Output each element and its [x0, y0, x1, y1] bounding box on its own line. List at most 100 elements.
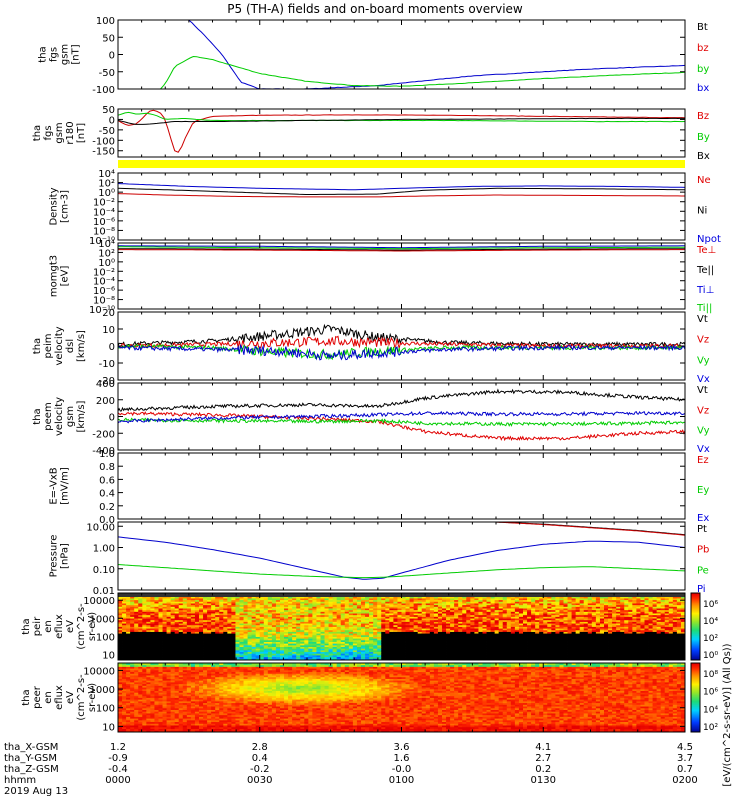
y-axis-label: tha	[32, 408, 43, 424]
legend-Bx: Bx	[697, 151, 710, 162]
panel-peim_velocity_dsl: 20 10 0 -10 -20 tha peim velocity dsl [km/s] Vt Vz V…	[32, 308, 710, 387]
orbit-tick-value: 1.6	[394, 753, 410, 764]
y-axis-label: sr-eV)	[87, 612, 98, 641]
y-tick-label: 10000	[83, 596, 115, 607]
y-tick-label: -50	[99, 126, 115, 137]
y-tick-label: 0.01	[93, 586, 115, 597]
orbit-tick-value: 1.2	[110, 742, 126, 753]
y-axis-label: (cm^2-s-	[76, 674, 87, 721]
y-axis-label: gsm	[60, 44, 71, 65]
y-tick-label: 20	[102, 308, 115, 319]
y-axis-label: [cm-3]	[60, 190, 71, 223]
orbit-tick-value: 0200	[672, 775, 697, 786]
legend-By: By	[697, 132, 710, 143]
legend-bz: bz	[697, 43, 709, 54]
y-tick-label: 0	[109, 51, 115, 62]
legend-Te⊥: Te⊥	[696, 245, 716, 256]
legend-Vt: Vt	[697, 314, 708, 325]
orbit-row-label: tha_X-GSM	[4, 742, 58, 753]
y-tick-label: 10	[102, 651, 115, 662]
legend-Pt: Pt	[697, 524, 707, 535]
legend-bx: bx	[697, 83, 709, 94]
series-Vy	[117, 343, 686, 361]
legend-Vy: Vy	[697, 355, 710, 366]
y-tick-label: 0	[109, 115, 115, 126]
panel-peem_velocity_gsm: 400 200 0 -200 -400 tha peem velocity gsm [km/s] V…	[32, 379, 710, 457]
panel-frame	[117, 521, 686, 591]
series-Bz	[117, 109, 686, 153]
orbit-tick-value: -0.0	[392, 764, 412, 775]
legend-Vz: Vz	[697, 405, 709, 416]
series-by	[160, 55, 686, 90]
y-tick-label: 1.00	[93, 544, 115, 555]
colorbar-tick: 10⁶	[703, 600, 718, 610]
y-axis-label: fgs	[49, 47, 60, 62]
colorbar-tick: 10²	[703, 723, 718, 733]
legend-Pe: Pe	[697, 565, 709, 576]
y-tick-label: -150	[92, 147, 115, 158]
panel-frame	[117, 108, 686, 158]
legend-Ex: Ex	[697, 513, 709, 524]
colorbar-tick: 10⁰	[703, 651, 718, 661]
y-tick-label: -20	[99, 376, 115, 387]
colorbar-2: 10⁸ 10⁶ 10⁴ 10²	[690, 662, 718, 733]
series-Bx	[117, 117, 686, 125]
y-tick-label: 100	[96, 704, 115, 715]
y-tick-label: 0.6	[99, 475, 115, 486]
colorbar-label: [eV/(cm^2-s-sr-eV)] (All Qs))	[722, 643, 733, 786]
legend-Vz: Vz	[697, 335, 709, 346]
orbit-row-label: hhmm	[4, 775, 36, 786]
orbit-tick-value: 0.2	[535, 764, 551, 775]
y-axis-label: en	[43, 691, 54, 704]
colorbar-tick: 10⁴	[703, 705, 718, 715]
y-axis-label: peer	[32, 685, 43, 709]
y-axis-label: eflux	[54, 614, 65, 639]
series-Ne	[117, 193, 685, 198]
panel-peir_en_eflux: 10000 1000 100 10 tha peir en eflux eV (cm^2-s-sr…	[21, 592, 686, 662]
y-tick-label: 0.4	[99, 489, 115, 500]
y-tick-label: 10⁻²	[93, 198, 115, 209]
y-tick-label: 50	[102, 105, 115, 116]
y-axis-label: r180	[65, 121, 76, 144]
y-tick-label: 0	[109, 342, 115, 353]
y-tick-label: 10⁰	[98, 258, 115, 269]
panel-pressure: 10.00 1.00 0.10 0.01 Pressure [nPa] Pt Pb Pe Pi	[49, 521, 709, 597]
y-axis-label: [nPa]	[60, 543, 71, 569]
series-Te⊥	[118, 249, 685, 252]
y-tick-label: 10⁴	[98, 239, 115, 250]
y-axis-label: tha	[32, 125, 43, 141]
legend-Ez: Ez	[697, 455, 709, 466]
y-tick-label: 1000	[90, 614, 115, 625]
y-tick-label: 10⁻⁶	[93, 217, 115, 228]
y-tick-label: -50	[99, 68, 115, 79]
y-tick-label: 10⁴	[98, 169, 115, 180]
y-axis-label: Pressure	[49, 535, 60, 578]
orbit-tick-value: 2.8	[252, 742, 268, 753]
colorbar-tick: 10⁶	[703, 688, 718, 698]
legend-Npot: Npot	[697, 234, 721, 245]
y-axis-label: tha	[21, 689, 32, 705]
y-axis-label: [mV/m]	[60, 467, 71, 505]
legend-Ti⊥: Ti⊥	[696, 285, 714, 296]
panel-frame	[117, 382, 686, 451]
y-axis-label: [eV]	[60, 266, 71, 287]
y-tick-label: 400	[96, 379, 115, 390]
orbit-tick-value: 4.1	[535, 742, 551, 753]
legend-Vx: Vx	[697, 374, 710, 385]
orbit-tick-value: -0.4	[108, 764, 128, 775]
y-tick-label: -100	[92, 136, 115, 147]
y-axis-label: eV	[65, 691, 76, 704]
y-tick-label: -400	[92, 446, 115, 457]
series-Vt	[117, 388, 686, 412]
mode-bar	[118, 160, 685, 168]
y-tick-label: 1000	[90, 685, 115, 696]
colorbar-1: 10⁶ 10⁴ 10² 10⁰	[690, 592, 718, 661]
series-Pe	[117, 564, 686, 579]
page-title: P5 (TH-A) fields and on-board moments ov…	[227, 2, 523, 16]
orbit-tick-value: 0100	[389, 775, 414, 786]
orbit-tick-value: 4.5	[677, 742, 693, 753]
y-tick-label: 10⁻²	[93, 267, 115, 278]
y-axis-label: sr-eV)	[87, 683, 98, 712]
colorbar-tick: 10²	[703, 634, 718, 644]
